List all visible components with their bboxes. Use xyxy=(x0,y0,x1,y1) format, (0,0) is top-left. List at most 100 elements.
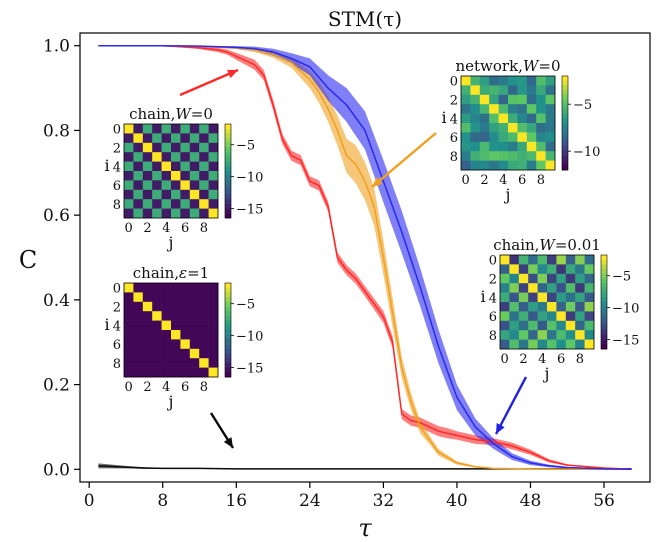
heatmap-cell xyxy=(199,152,209,162)
colorbar-segment xyxy=(225,358,231,364)
heatmap-cell xyxy=(152,189,162,200)
heatmap-cell xyxy=(161,208,172,219)
heatmap-cell xyxy=(152,292,162,303)
heatmap-cell xyxy=(133,330,144,340)
heatmap-cell xyxy=(517,85,528,96)
colorbar-segment xyxy=(225,152,231,158)
x-axis-label: τ xyxy=(358,514,372,542)
colorbar-segment xyxy=(562,155,568,161)
heatmap-cell xyxy=(498,85,509,96)
heatmap-cell xyxy=(189,301,200,312)
inset-x-tick: 2 xyxy=(480,173,488,188)
heatmap-cell xyxy=(124,171,134,181)
heatmap-cell xyxy=(489,113,499,124)
colorbar-segment xyxy=(601,320,607,326)
y-tick-label: 0.6 xyxy=(43,206,70,226)
colorbar-segment xyxy=(225,189,231,195)
heatmap-cell xyxy=(517,104,528,114)
heatmap-cell xyxy=(526,94,537,105)
inset-y-tick: 0 xyxy=(489,254,497,269)
y-axis-ticks: 0.0 0.2 0.4 0.6 0.8 1.0 xyxy=(43,37,80,480)
colorbar-segment xyxy=(225,283,231,289)
colorbar-segment xyxy=(225,301,231,307)
heatmap-cell xyxy=(489,76,499,86)
heatmap-cell xyxy=(180,311,191,321)
heatmap-cell xyxy=(161,180,172,191)
heatmap-cell xyxy=(584,273,595,284)
heatmap-cell xyxy=(509,330,520,340)
heatmap-cell xyxy=(498,151,509,161)
heatmap-cell xyxy=(565,320,576,331)
heatmap-cell xyxy=(124,301,134,312)
heatmap-cell xyxy=(124,142,134,153)
heatmap-cell xyxy=(498,94,509,105)
heatmap-cell xyxy=(208,367,219,378)
heatmap-cell xyxy=(133,152,144,162)
heatmap-cell xyxy=(517,94,528,105)
heatmap-cell xyxy=(189,330,200,340)
heatmap-cell xyxy=(500,292,510,303)
colorbar-segment xyxy=(601,273,607,279)
heatmap-cell xyxy=(199,301,209,312)
heatmap-cell xyxy=(124,180,134,191)
colorbar-segment xyxy=(225,372,231,378)
heatmap-cell xyxy=(124,339,134,350)
y-tick-label: 0.2 xyxy=(43,376,70,396)
heatmap-cell xyxy=(518,302,529,312)
heatmap-cell xyxy=(189,348,200,359)
heatmap-cell xyxy=(199,292,209,303)
heatmap-cell xyxy=(133,367,144,378)
inset-x-label: j xyxy=(167,233,174,252)
heatmap-cell xyxy=(142,152,153,162)
heatmap-cell xyxy=(479,132,490,143)
heatmap-cell xyxy=(208,171,219,181)
inset-y-label: i xyxy=(104,156,109,175)
heatmap-cell xyxy=(509,320,520,331)
heatmap-cell xyxy=(517,151,528,161)
heatmap-cell xyxy=(518,311,529,322)
heatmap-cell xyxy=(500,330,510,340)
heatmap-cell xyxy=(537,255,548,265)
heatmap-cell xyxy=(142,358,153,368)
annotation-arrow xyxy=(494,376,528,435)
inset-y-tick: 2 xyxy=(489,273,497,288)
heatmap-cell xyxy=(124,189,134,200)
heatmap-cell xyxy=(509,339,520,350)
heatmap-cell xyxy=(152,358,162,368)
heatmap-cell xyxy=(508,104,518,114)
heatmap-cell xyxy=(508,94,518,105)
heatmap-cell xyxy=(528,273,538,284)
heatmap-cell xyxy=(161,358,172,368)
heatmap-cell xyxy=(470,141,481,152)
heatmap-cell xyxy=(537,320,548,331)
heatmap-cell xyxy=(142,161,153,172)
colorbar-segment xyxy=(601,339,607,345)
heatmap-cell xyxy=(584,255,595,265)
heatmap-cell xyxy=(208,358,219,368)
colorbar-tick-label: −10 xyxy=(573,145,600,160)
heatmap-cell xyxy=(547,302,557,312)
colorbar-segment xyxy=(562,90,568,96)
heatmap-cell xyxy=(124,320,134,331)
heatmap-cell xyxy=(545,76,556,86)
heatmap-cell xyxy=(556,320,567,331)
colorbar-segment xyxy=(225,348,231,354)
heatmap-cell xyxy=(528,311,538,322)
heatmap-cell xyxy=(556,311,567,322)
heatmap-cell xyxy=(133,208,144,219)
colorbar-segment xyxy=(225,199,231,205)
colorbar-segment xyxy=(225,339,231,345)
heatmap-cell xyxy=(508,123,518,133)
colorbar-segment xyxy=(562,141,568,147)
heatmap-cell xyxy=(470,94,481,105)
heatmap-cell xyxy=(537,302,548,312)
x-tick-label: 16 xyxy=(225,491,247,511)
heatmap-cell xyxy=(518,264,529,275)
inset-y-tick: 4 xyxy=(113,319,121,334)
colorbar-segment xyxy=(601,330,607,336)
heatmap-cell xyxy=(526,76,537,86)
colorbar-frame xyxy=(224,282,232,378)
heatmap-cell xyxy=(517,160,528,171)
heatmap-cell xyxy=(545,151,556,161)
